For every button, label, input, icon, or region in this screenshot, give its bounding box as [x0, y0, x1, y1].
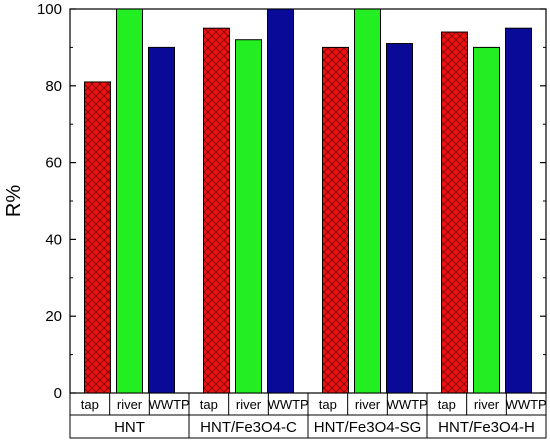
category-label: WWTP [506, 397, 547, 412]
bar-WWTP [505, 27, 532, 394]
category-label: tap [200, 397, 218, 412]
y-tick-label: 80 [45, 78, 62, 95]
y-axis-label: R% [3, 185, 25, 217]
bar-river [354, 8, 381, 394]
category-label: river [355, 397, 381, 412]
bar-tap [322, 46, 349, 394]
y-tick-label: 0 [54, 385, 62, 402]
bar-tap [203, 27, 230, 394]
bar-WWTP [267, 8, 294, 394]
category-label: WWTP [387, 397, 428, 412]
bar-tap [84, 81, 111, 394]
category-label: tap [438, 397, 456, 412]
category-label: river [117, 397, 143, 412]
group-label: HNT/Fe3O4-H [438, 419, 535, 436]
bar-tap [441, 31, 468, 394]
group-label: HNT/Fe3O4-SG [314, 419, 422, 436]
y-tick-label: 100 [37, 1, 62, 18]
category-label: tap [319, 397, 337, 412]
category-label: river [236, 397, 262, 412]
bars [84, 8, 532, 394]
group-label: HNT [114, 419, 145, 436]
labels: tap river WWTP HNT tap river WWTP HNT/Fe3O4-C ta… [69, 392, 547, 439]
category-label: river [474, 397, 500, 412]
bar-river [473, 46, 500, 394]
group-label: HNT/Fe3O4-C [200, 419, 297, 436]
y-tick-label: 60 [45, 155, 62, 172]
category-label: WWTP [268, 397, 309, 412]
bar-river [116, 8, 143, 394]
bar-river [235, 39, 262, 394]
category-label: tap [81, 397, 99, 412]
bar-WWTP [148, 46, 175, 394]
category-label: WWTP [149, 397, 190, 412]
y-tick-label: 40 [45, 231, 62, 248]
bar-WWTP [386, 43, 413, 394]
y-tick-label: 20 [45, 308, 62, 325]
